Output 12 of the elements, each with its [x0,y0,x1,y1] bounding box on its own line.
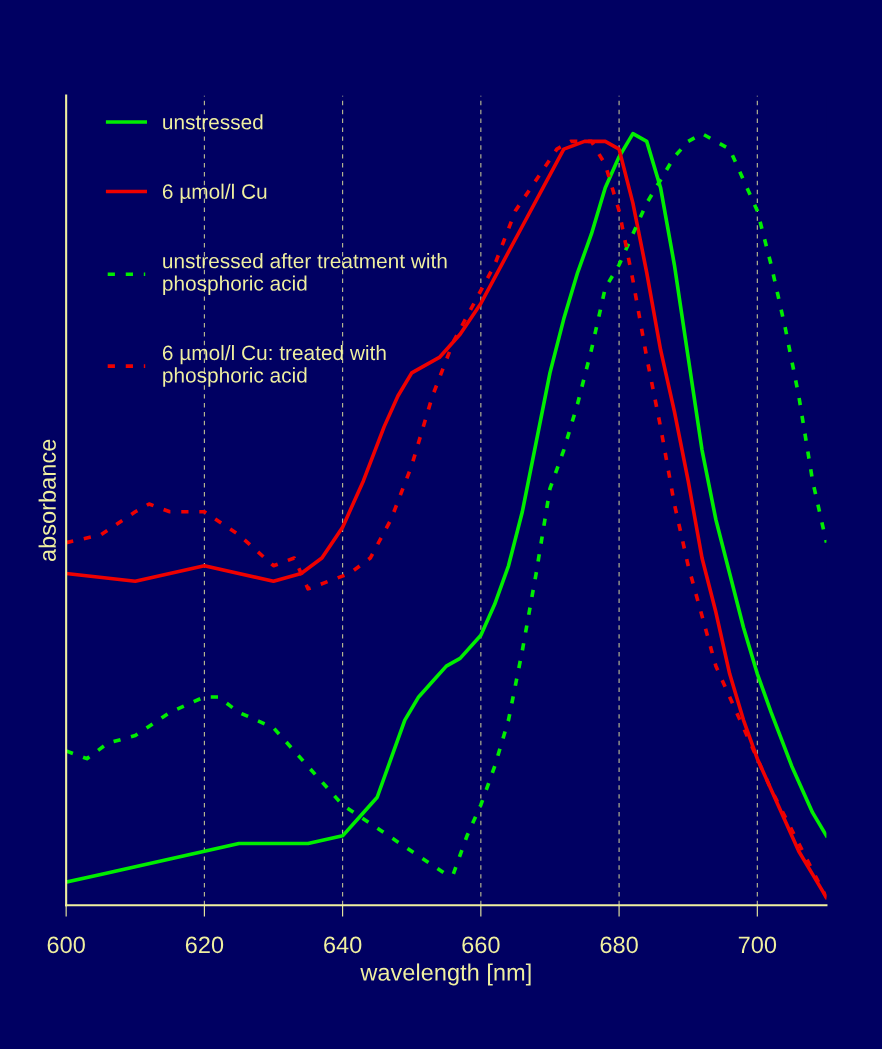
x-axis-title: wavelength [nm] [360,963,531,986]
x-tick-label: 660 [462,936,500,954]
y-axis-title: absorbance [38,439,56,562]
legend-label: 6 µmol/l Cu: treated with phosphoric acid [162,344,386,387]
x-tick-label: 680 [600,936,638,954]
legend-label: unstressed [163,114,263,130]
x-tick-label: 640 [324,936,362,954]
x-tick-label: 600 [47,936,85,954]
x-tick-label: 620 [185,936,224,954]
legend-label: 6 µmol/l Cu [162,183,267,204]
legend-label: unstressed after treatment with phosphoric acid [163,253,447,295]
x-tick-label: 700 [738,936,777,954]
